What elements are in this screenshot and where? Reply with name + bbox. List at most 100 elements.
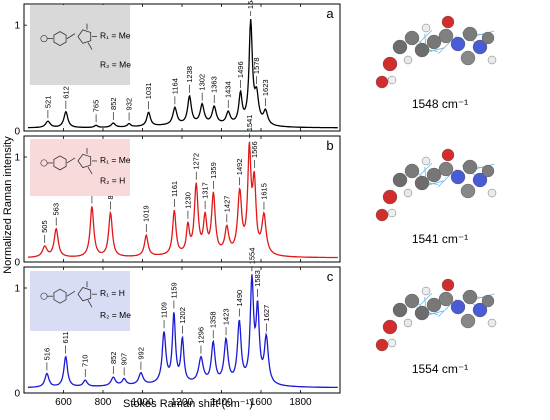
bond <box>66 290 76 297</box>
peak-label: 1230 <box>183 192 192 209</box>
peak-label: 1161 <box>170 181 179 197</box>
peak-label: 1578 <box>252 57 261 74</box>
peak-label: 1159 <box>169 282 178 298</box>
atom <box>375 75 389 89</box>
atom <box>414 305 430 321</box>
atom <box>375 338 389 352</box>
displacement-vector <box>437 174 451 188</box>
inset-background <box>30 271 130 331</box>
atom <box>387 208 397 218</box>
atom <box>382 189 398 205</box>
atom <box>426 34 442 50</box>
atom <box>472 172 488 188</box>
mode-frequency-label: 1541 cm⁻¹ <box>412 232 468 246</box>
peak-label: 1623 <box>261 79 270 96</box>
benzene-ring <box>53 288 67 304</box>
spectrum-line <box>27 274 338 389</box>
atom <box>392 172 408 188</box>
atom <box>404 163 420 179</box>
peak-label: 521 <box>43 96 52 109</box>
atom <box>481 164 495 178</box>
atom <box>462 289 478 305</box>
peak-label: 1238 <box>185 66 194 83</box>
peak-label: 1496 <box>236 61 245 78</box>
atom <box>462 26 478 42</box>
peak-label: 1627 <box>262 305 271 322</box>
atom <box>450 169 466 185</box>
y-tick-label: 1 <box>14 284 20 295</box>
atom <box>450 36 466 52</box>
atom <box>441 278 455 292</box>
atom <box>450 299 466 315</box>
oxide-charge <box>40 35 48 43</box>
panel-letter: b <box>326 138 333 153</box>
peak-label: 852 <box>109 97 118 110</box>
mode-frequency-label: 1548 cm⁻¹ <box>412 97 468 111</box>
peak-label: 1363 <box>210 76 219 93</box>
atom <box>404 30 420 46</box>
atom <box>404 293 420 309</box>
peak-label: 611 <box>61 332 70 344</box>
peak-label: 710 <box>81 355 90 368</box>
mode-render-c: 1554 cm⁻¹ <box>375 278 497 376</box>
atom <box>375 208 389 222</box>
inset-background <box>30 139 130 196</box>
x-tick-label: 1000 <box>131 397 154 408</box>
peak-label: 1492 <box>235 159 244 176</box>
atom <box>472 302 488 318</box>
atom <box>414 42 430 58</box>
y-tick-label: 0 <box>14 258 20 269</box>
atom <box>481 31 495 45</box>
atom <box>392 302 408 318</box>
y-axis-title: Normalized Raman intensity <box>2 136 14 274</box>
peak-label: 1583 <box>253 270 262 287</box>
substituent-label: R₂ = Me <box>100 59 131 69</box>
atom <box>392 39 408 55</box>
peak-label: 765 <box>92 100 101 113</box>
atom <box>382 319 398 335</box>
substituent-label: R₂ = H <box>100 175 125 185</box>
atom <box>438 28 454 44</box>
peak-label: 1109 <box>160 302 169 318</box>
atom <box>487 188 497 198</box>
peak-label: 1302 <box>198 74 207 91</box>
atom <box>472 39 488 55</box>
peak-label: 505 <box>40 220 49 233</box>
atom <box>441 148 455 162</box>
peak-label: 1019 <box>142 205 151 222</box>
y-tick-label: 0 <box>14 389 20 400</box>
mode-frequency-label: 1554 cm⁻¹ <box>412 362 468 376</box>
atom <box>421 23 431 33</box>
y-tick-label: 0 <box>14 127 20 138</box>
atom <box>387 338 397 348</box>
peak-label: 1358 <box>209 311 218 328</box>
peak-label: 1541 <box>245 115 254 132</box>
spectrum-line <box>27 19 338 129</box>
atom <box>487 318 497 328</box>
atom <box>426 167 442 183</box>
x-tick-label: 600 <box>55 397 72 408</box>
substituent-label: R₁ = H <box>100 288 125 298</box>
x-tick-label: 1200 <box>171 397 194 408</box>
x-tick-label: 1600 <box>250 397 273 408</box>
spectrum-line <box>27 141 338 259</box>
displacement-vector <box>419 292 433 306</box>
peak-label: 516 <box>42 348 51 361</box>
x-tick-label: 800 <box>95 397 112 408</box>
peak-label: 852 <box>109 352 118 365</box>
mode-render-b: 1541 cm⁻¹ <box>375 148 497 246</box>
oxide-charge <box>40 159 48 167</box>
peak-label: 1566 <box>250 141 259 158</box>
atom <box>414 175 430 191</box>
bond <box>87 300 93 308</box>
peak-label: 932 <box>125 98 134 111</box>
peak-label: 1272 <box>192 153 201 170</box>
peak-label: 1423 <box>222 308 231 325</box>
panel-b: 0150556374483810191161123012721317135914… <box>14 115 341 269</box>
molecule-inset: R₁ = Me R₂ = Me <box>30 5 131 85</box>
atom <box>403 318 413 328</box>
peak-label: 992 <box>136 347 145 360</box>
atom <box>421 286 431 296</box>
atom <box>487 55 497 65</box>
atom <box>462 159 478 175</box>
